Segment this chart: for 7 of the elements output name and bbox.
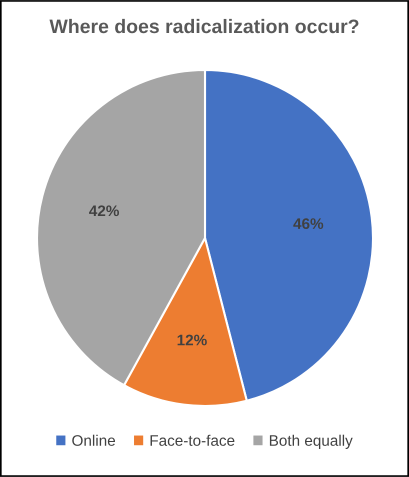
legend-label: Face-to-face [150,434,234,446]
data-label: 12% [178,334,207,346]
legend-label: Online [72,434,116,446]
chart-title: Where does radicalization occur? [49,18,358,34]
data-label: 42% [89,205,119,216]
data-label: 46% [293,218,324,230]
legend-label: Both equally [270,434,353,449]
